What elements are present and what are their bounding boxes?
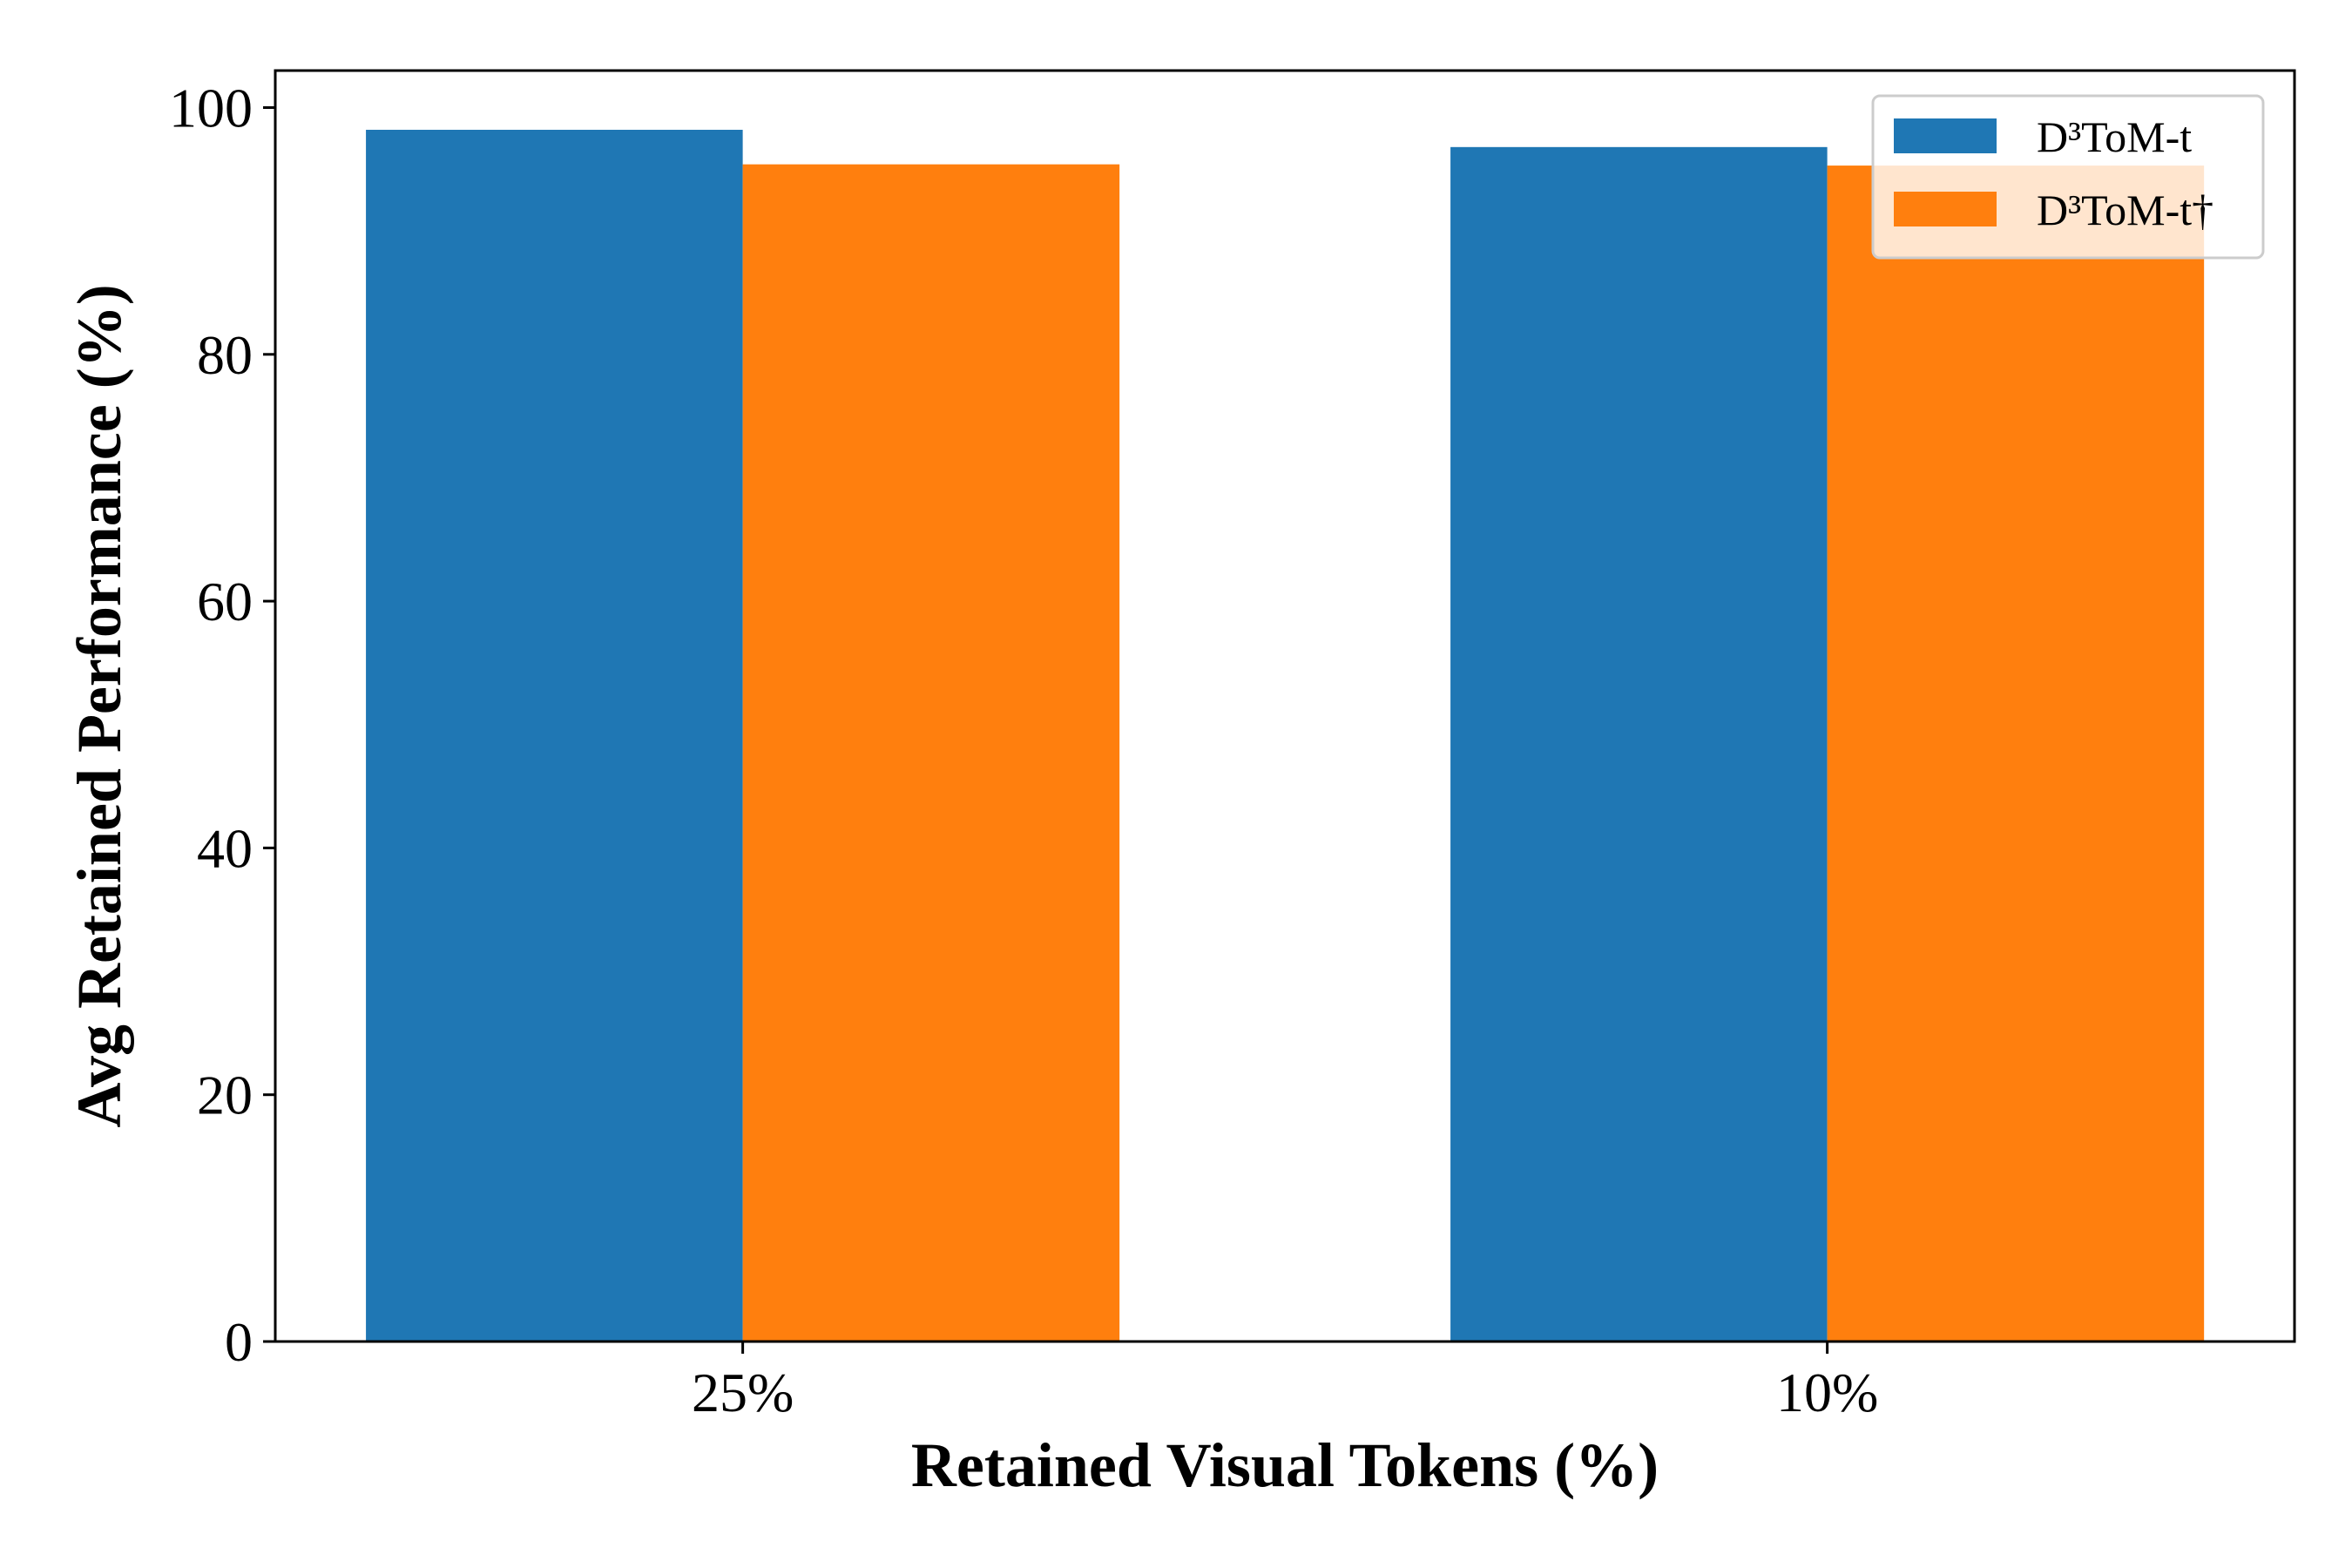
x-tick-label: 25% (692, 1362, 794, 1423)
bars-group (366, 129, 2205, 1342)
plot-frame (274, 69, 2296, 1343)
y-axis: 0 20 40 60 80 100 (169, 77, 275, 1373)
y-tick-label: 80 (197, 324, 253, 386)
legend-label: D³ToM-t (2037, 112, 2192, 161)
bar-d3tom-t-dagger-25pct (742, 164, 1120, 1342)
legend-label: D³ToM-t† (2037, 186, 2213, 234)
legend: D³ToM-t D³ToM-t† (1871, 94, 2265, 260)
y-axis-title: Avg Retained Performance (%) (64, 284, 134, 1127)
legend-swatch (1894, 118, 1997, 153)
x-axis: 25% 10% (692, 1342, 1878, 1423)
y-tick-label: 60 (197, 571, 253, 632)
legend-swatch (1894, 192, 1997, 226)
bar-d3tom-t-10pct (1450, 146, 1828, 1342)
x-tick-label: 10% (1776, 1362, 1878, 1423)
x-axis-title: Retained Visual Tokens (%) (911, 1430, 1659, 1500)
bar-d3tom-t-dagger-10pct (1827, 166, 2205, 1342)
y-tick-label: 20 (197, 1064, 253, 1126)
y-tick-label: 40 (197, 817, 253, 879)
bar-d3tom-t-25pct (366, 129, 743, 1342)
y-tick-label: 100 (169, 77, 253, 139)
y-tick-label: 0 (225, 1311, 253, 1373)
